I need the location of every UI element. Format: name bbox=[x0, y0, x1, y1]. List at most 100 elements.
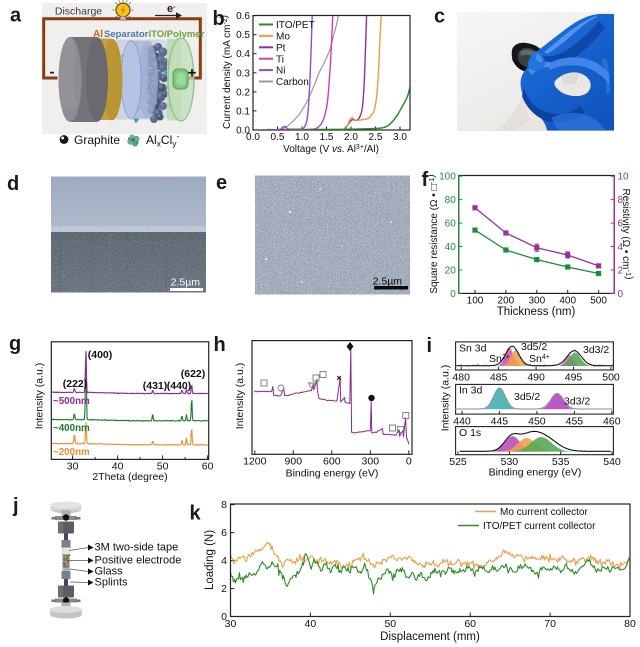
svg-text:Binding energy (eV): Binding energy (eV) bbox=[286, 468, 379, 480]
svg-text:4: 4 bbox=[618, 242, 624, 253]
svg-text:540: 540 bbox=[603, 456, 621, 468]
svg-text:500: 500 bbox=[602, 372, 620, 384]
svg-text:0.0: 0.0 bbox=[246, 132, 260, 143]
svg-text:530: 530 bbox=[501, 456, 519, 468]
svg-text:495: 495 bbox=[565, 372, 583, 384]
svg-text:Intensity (a.u.): Intensity (a.u.) bbox=[34, 363, 46, 430]
svg-text:2.5µm: 2.5µm bbox=[373, 276, 403, 288]
svg-text:Al: Al bbox=[93, 29, 103, 40]
svg-text:30: 30 bbox=[67, 461, 79, 473]
svg-text:0.1: 0.1 bbox=[236, 106, 250, 117]
svg-text:50: 50 bbox=[157, 461, 169, 473]
svg-text:100: 100 bbox=[439, 172, 456, 183]
svg-text:480: 480 bbox=[452, 372, 470, 384]
svg-text:(222): (222) bbox=[63, 378, 88, 390]
svg-text:-: - bbox=[50, 64, 55, 81]
svg-text:30: 30 bbox=[225, 618, 237, 630]
svg-text:1.5: 1.5 bbox=[320, 132, 334, 143]
svg-text:60: 60 bbox=[202, 461, 214, 473]
svg-text:~400nm: ~400nm bbox=[53, 423, 90, 434]
svg-text:Ti: Ti bbox=[276, 54, 284, 65]
svg-text:Displacement (mm): Displacement (mm) bbox=[380, 631, 480, 643]
svg-text:Intensity (a.u.): Intensity (a.u.) bbox=[440, 365, 452, 432]
svg-text:Resistivity (Ω • cm-1): Resistivity (Ω • cm-1) bbox=[620, 189, 634, 280]
svg-text:80: 80 bbox=[624, 618, 636, 630]
svg-text:3d3/2: 3d3/2 bbox=[564, 396, 590, 408]
svg-text:80: 80 bbox=[445, 195, 457, 206]
svg-text:Intensity (a.u.): Intensity (a.u.) bbox=[234, 363, 246, 430]
svg-text:2.5: 2.5 bbox=[369, 132, 383, 143]
svg-text:490: 490 bbox=[527, 372, 545, 384]
svg-text:0.6: 0.6 bbox=[236, 11, 250, 22]
svg-text:200: 200 bbox=[498, 296, 515, 307]
svg-text:Binding energy (eV): Binding energy (eV) bbox=[489, 467, 582, 479]
svg-text:0.5: 0.5 bbox=[271, 132, 285, 143]
svg-text:+: + bbox=[188, 65, 197, 82]
svg-text:300: 300 bbox=[528, 296, 545, 307]
svg-text:Pt: Pt bbox=[276, 43, 286, 54]
svg-text:4: 4 bbox=[221, 555, 227, 567]
svg-text:e: e bbox=[216, 172, 227, 194]
svg-text:O 1s: O 1s bbox=[459, 427, 481, 439]
svg-text:Ni: Ni bbox=[276, 66, 285, 77]
svg-text:×: × bbox=[336, 373, 341, 383]
svg-text:f: f bbox=[422, 169, 429, 191]
svg-text:0.0: 0.0 bbox=[236, 126, 250, 137]
svg-text:b: b bbox=[213, 8, 225, 30]
svg-text:e-: e- bbox=[167, 3, 176, 15]
svg-text:0.2: 0.2 bbox=[236, 87, 250, 98]
svg-text:(622): (622) bbox=[181, 368, 206, 380]
svg-text:i: i bbox=[427, 335, 433, 357]
svg-text:ITO/PET current collector: ITO/PET current collector bbox=[483, 521, 596, 532]
svg-text:h: h bbox=[214, 334, 226, 356]
svg-text:j: j bbox=[12, 495, 19, 517]
svg-text:Mo current collector: Mo current collector bbox=[500, 507, 588, 518]
svg-text:Splints: Splints bbox=[95, 577, 129, 589]
svg-text:0: 0 bbox=[221, 611, 227, 623]
svg-text:6: 6 bbox=[221, 527, 227, 539]
svg-text:(440): (440) bbox=[167, 380, 192, 392]
svg-text:In 3d: In 3d bbox=[459, 385, 483, 397]
svg-text:3d5/2: 3d5/2 bbox=[514, 391, 540, 403]
svg-text:2.0: 2.0 bbox=[344, 132, 358, 143]
svg-text:0: 0 bbox=[618, 289, 624, 300]
svg-text:900: 900 bbox=[285, 456, 303, 468]
svg-text:Thickness (nm): Thickness (nm) bbox=[497, 306, 576, 318]
svg-text:455: 455 bbox=[566, 416, 584, 428]
svg-text:Carbon: Carbon bbox=[276, 77, 309, 88]
svg-text:Glass: Glass bbox=[95, 566, 124, 578]
svg-text:60: 60 bbox=[464, 618, 476, 630]
svg-text:2.5µm: 2.5µm bbox=[171, 277, 201, 289]
svg-text:20: 20 bbox=[445, 266, 457, 277]
svg-text:6: 6 bbox=[618, 219, 624, 230]
svg-text:0: 0 bbox=[406, 456, 412, 468]
svg-text:1.0: 1.0 bbox=[295, 132, 309, 143]
svg-text:Sn 3d: Sn 3d bbox=[459, 343, 487, 355]
svg-text:g: g bbox=[9, 333, 21, 355]
svg-text:AlxCly-: AlxCly- bbox=[146, 131, 180, 149]
svg-text:k: k bbox=[190, 503, 202, 525]
svg-text:40: 40 bbox=[112, 461, 124, 473]
svg-text:Graphite: Graphite bbox=[74, 133, 120, 147]
svg-text:Mo: Mo bbox=[276, 32, 290, 43]
svg-text:0.3: 0.3 bbox=[236, 68, 250, 79]
svg-text:3d5/2: 3d5/2 bbox=[521, 341, 547, 353]
svg-text:8: 8 bbox=[618, 195, 624, 206]
svg-text:Positive electrode: Positive electrode bbox=[95, 555, 182, 567]
svg-text:460: 460 bbox=[603, 416, 621, 428]
svg-text:450: 450 bbox=[528, 416, 546, 428]
svg-text:Square resistance (Ω • □-1): Square resistance (Ω • □-1) bbox=[426, 174, 440, 293]
svg-text:1200: 1200 bbox=[243, 456, 267, 468]
svg-text:440: 440 bbox=[453, 416, 471, 428]
svg-text:2: 2 bbox=[221, 583, 227, 595]
svg-text:500: 500 bbox=[590, 296, 607, 307]
svg-text:50: 50 bbox=[384, 618, 396, 630]
svg-text:535: 535 bbox=[552, 456, 570, 468]
svg-text:8: 8 bbox=[221, 499, 227, 511]
svg-text:d: d bbox=[7, 173, 19, 195]
svg-text:ITO/Polymer: ITO/Polymer bbox=[149, 29, 205, 40]
svg-text:(431): (431) bbox=[143, 380, 168, 392]
svg-text:400: 400 bbox=[559, 296, 576, 307]
svg-text:100: 100 bbox=[467, 296, 484, 307]
svg-text:300: 300 bbox=[362, 456, 380, 468]
